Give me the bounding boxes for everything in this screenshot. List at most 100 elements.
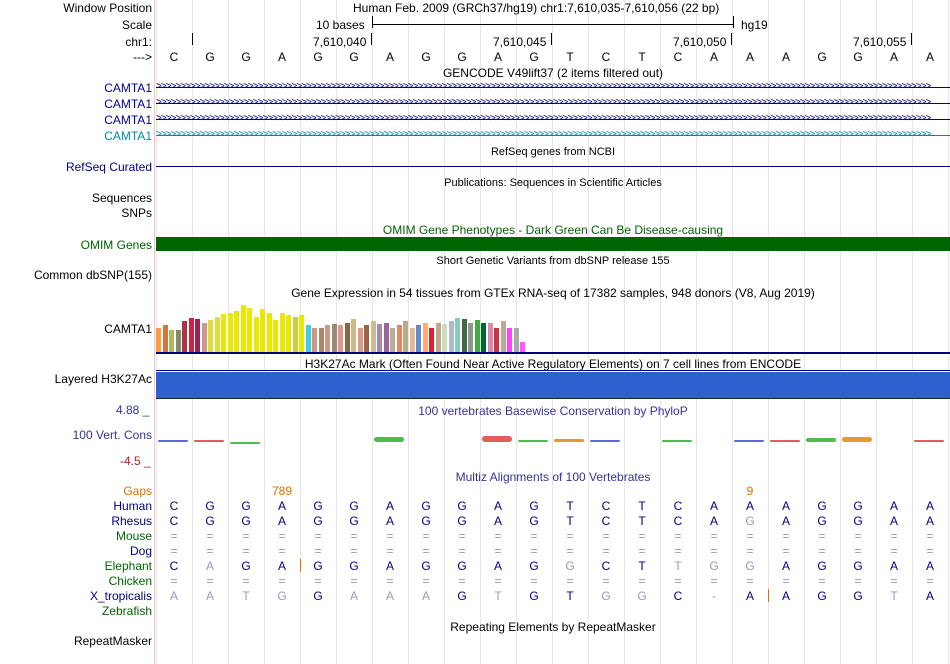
cons-chart[interactable] bbox=[156, 420, 950, 460]
gtex-bar[interactable] bbox=[494, 328, 499, 352]
gtex-bar[interactable] bbox=[253, 317, 259, 352]
gtex-bar[interactable] bbox=[338, 325, 343, 352]
insertion-tick[interactable] bbox=[300, 559, 301, 572]
gtex-bar[interactable] bbox=[357, 328, 363, 352]
publications-title[interactable]: Publications: Sequences in Scientific Ar… bbox=[444, 177, 662, 189]
cons-mark[interactable] bbox=[374, 437, 404, 442]
repeatmasker-label[interactable]: RepeatMasker bbox=[73, 634, 152, 648]
reference-base[interactable]: A bbox=[781, 50, 790, 64]
gencode-transcript[interactable]: >>>>>>>>>>>>>>>>>>>>>>>>>>>>>>>>>>>>>>>>… bbox=[156, 81, 950, 95]
gencode-transcript[interactable]: >>>>>>>>>>>>>>>>>>>>>>>>>>>>>>>>>>>>>>>>… bbox=[156, 97, 950, 111]
reference-base[interactable]: T bbox=[566, 50, 574, 64]
gtex-bar[interactable] bbox=[214, 317, 220, 352]
gtex-bar[interactable] bbox=[383, 323, 389, 352]
gtex-bar[interactable] bbox=[429, 328, 434, 352]
species-label[interactable]: Mouse bbox=[115, 529, 152, 543]
reference-base[interactable]: A bbox=[925, 50, 934, 64]
cons-mark[interactable] bbox=[194, 440, 224, 442]
cons-mark[interactable] bbox=[482, 436, 512, 442]
species-label[interactable]: Dog bbox=[129, 544, 152, 558]
refseq-label[interactable]: RefSeq Curated bbox=[65, 160, 152, 174]
cons-mark[interactable] bbox=[842, 437, 872, 442]
cons-mark[interactable] bbox=[518, 440, 548, 442]
gtex-chart[interactable] bbox=[156, 299, 950, 352]
gtex-bar[interactable] bbox=[513, 328, 519, 352]
cons-title[interactable]: 100 vertebrates Basewise Conservation by… bbox=[418, 404, 688, 418]
gtex-bar[interactable] bbox=[377, 324, 382, 352]
gtex-bar[interactable] bbox=[409, 328, 415, 352]
reference-base[interactable]: G bbox=[349, 50, 359, 64]
gtex-bar[interactable] bbox=[260, 309, 265, 352]
gtex-bar[interactable] bbox=[318, 328, 324, 352]
gtex-bar[interactable] bbox=[442, 324, 447, 352]
gencode-title[interactable]: GENCODE V49lift37 (2 items filtered out) bbox=[442, 66, 664, 80]
gtex-bar[interactable] bbox=[500, 321, 506, 352]
species-label[interactable]: X_tropicalis bbox=[89, 589, 152, 603]
refseq-title[interactable]: RefSeq genes from NCBI bbox=[490, 146, 616, 158]
gtex-bar[interactable] bbox=[305, 325, 311, 352]
gtex-bar[interactable] bbox=[312, 328, 317, 352]
gtex-bar[interactable] bbox=[299, 315, 304, 352]
gtex-bar[interactable] bbox=[390, 328, 395, 352]
gtex-bar[interactable] bbox=[175, 330, 181, 352]
omim-title[interactable]: OMIM Gene Phenotypes - Dark Green Can Be… bbox=[382, 223, 724, 237]
omim-bar[interactable] bbox=[156, 237, 950, 251]
gtex-bar[interactable] bbox=[474, 320, 480, 352]
reference-base[interactable]: G bbox=[529, 50, 539, 64]
species-label[interactable]: Rhesus bbox=[111, 514, 152, 528]
reference-base[interactable]: C bbox=[673, 50, 683, 64]
gencode-track-label[interactable]: CAMTA1 bbox=[104, 97, 152, 111]
gtex-bar[interactable] bbox=[221, 314, 226, 352]
reference-base[interactable]: A bbox=[493, 50, 502, 64]
gtex-bar[interactable] bbox=[195, 319, 200, 352]
cons-mark[interactable] bbox=[734, 440, 764, 442]
gtex-bar[interactable] bbox=[325, 325, 330, 352]
reference-base[interactable]: A bbox=[745, 50, 754, 64]
gencode-transcript[interactable]: >>>>>>>>>>>>>>>>>>>>>>>>>>>>>>>>>>>>>>>>… bbox=[156, 113, 950, 127]
reference-base[interactable]: G bbox=[421, 50, 431, 64]
gap-marker[interactable]: 789 bbox=[271, 484, 293, 498]
gtex-bar[interactable] bbox=[273, 320, 278, 352]
omim-label[interactable]: OMIM Genes bbox=[80, 238, 152, 252]
cons-mark[interactable] bbox=[662, 440, 692, 442]
reference-base[interactable]: G bbox=[457, 50, 467, 64]
multiz-title[interactable]: Multiz Alignments of 100 Vertebrates bbox=[455, 470, 651, 484]
reference-base[interactable]: A bbox=[385, 50, 394, 64]
gtex-bar[interactable] bbox=[448, 321, 454, 352]
sequences-label[interactable]: Sequences bbox=[91, 191, 152, 205]
repeatmasker-title[interactable]: Repeating Elements by RepeatMasker bbox=[450, 620, 656, 634]
h3k27ac-signal[interactable] bbox=[156, 372, 950, 398]
reference-base[interactable]: A bbox=[709, 50, 718, 64]
gtex-bar[interactable] bbox=[292, 317, 298, 352]
gaps-label[interactable]: Gaps bbox=[123, 484, 152, 498]
cons-mark[interactable] bbox=[914, 440, 944, 442]
species-label[interactable]: Zebrafish bbox=[101, 604, 152, 618]
reference-base[interactable]: T bbox=[638, 50, 646, 64]
gtex-bar[interactable] bbox=[240, 305, 246, 352]
cons-mark[interactable] bbox=[770, 440, 800, 442]
gtex-bar[interactable] bbox=[169, 330, 174, 352]
dbsnp-label[interactable]: Common dbSNP(155) bbox=[33, 268, 152, 282]
gtex-bar[interactable] bbox=[182, 321, 187, 352]
gtex-bar[interactable] bbox=[422, 323, 428, 352]
species-label[interactable]: Human bbox=[113, 499, 152, 513]
gtex-bar[interactable] bbox=[156, 328, 161, 352]
insertion-tick[interactable] bbox=[768, 589, 769, 602]
reference-base[interactable]: G bbox=[313, 50, 323, 64]
reference-base[interactable]: G bbox=[241, 50, 251, 64]
gap-marker[interactable]: 9 bbox=[746, 484, 754, 498]
gtex-bar[interactable] bbox=[188, 318, 194, 352]
gtex-bar[interactable] bbox=[468, 323, 473, 352]
gtex-bar[interactable] bbox=[266, 313, 272, 352]
gtex-bar[interactable] bbox=[481, 323, 486, 352]
gtex-bar[interactable] bbox=[396, 325, 402, 352]
cons-mark[interactable] bbox=[554, 439, 584, 442]
gtex-bar[interactable] bbox=[370, 321, 376, 352]
gtex-bar[interactable] bbox=[461, 319, 467, 352]
gencode-transcript[interactable]: >>>>>>>>>>>>>>>>>>>>>>>>>>>>>>>>>>>>>>>>… bbox=[156, 129, 950, 143]
h3k27ac-label[interactable]: Layered H3K27Ac bbox=[54, 372, 152, 386]
gtex-bar[interactable] bbox=[455, 318, 460, 352]
gtex-bar[interactable] bbox=[351, 319, 356, 352]
reference-base[interactable]: C bbox=[601, 50, 611, 64]
gtex-bar[interactable] bbox=[331, 324, 337, 352]
